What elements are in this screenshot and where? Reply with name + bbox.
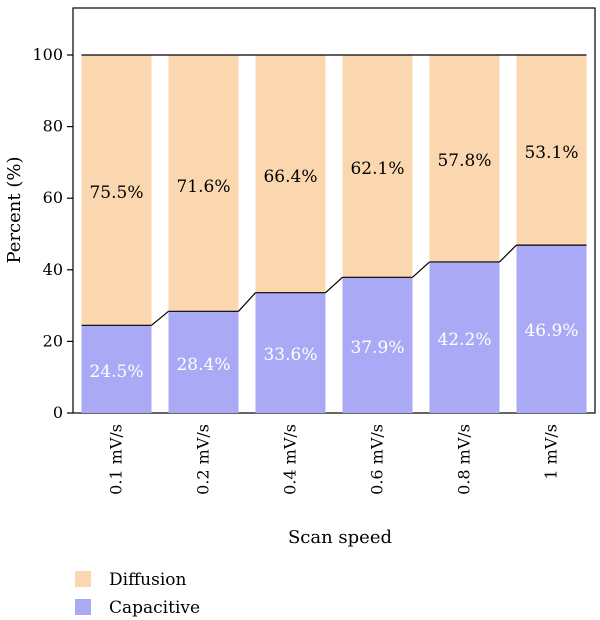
y-tick-label: 0 [53,403,63,422]
x-tick-label: 0.1 mV/s [107,424,126,495]
x-axis-title: Scan speed [288,527,392,548]
data-label-capacitive: 33.6% [263,345,317,365]
data-label-capacitive: 24.5% [89,362,143,382]
y-tick-label: 40 [43,260,63,279]
data-label-diffusion: 66.4% [263,167,317,187]
y-axis: 0 20 40 60 80 100 [32,45,73,422]
legend-label-capacitive: Capacitive [109,598,200,618]
bar-capacitive [342,277,413,413]
x-tick-label: 1 mV/s [542,424,561,480]
data-label-diffusion: 71.6% [176,177,230,197]
x-tick-label: 0.6 mV/s [368,424,387,495]
connector-capacitive [499,244,517,263]
bar-diffusion [255,55,326,293]
bar-diffusion [516,55,587,246]
y-tick-label: 80 [43,117,63,136]
x-axis: 0.1 mV/s 0.2 mV/s 0.4 mV/s 0.6 mV/s 0.8 mV/s… [107,424,561,495]
bar-diffusion [81,55,152,326]
data-label-diffusion: 53.1% [524,143,578,163]
legend: Diffusion Capacitive [75,570,200,618]
data-labels: 75.5% 24.5% 71.6% 28.4% 66.4% 33.6% 62.1% 37.9%… [89,143,578,382]
bar-capacitive [255,292,326,413]
connector-capacitive [412,261,430,278]
data-label-capacitive: 42.2% [437,330,491,350]
legend-label-diffusion: Diffusion [109,570,186,590]
connector-capacitive [325,276,343,294]
legend-swatch-diffusion [75,571,91,587]
plot-frame [72,7,596,414]
legend-swatch-capacitive [75,599,91,615]
connector-lines [81,54,587,326]
x-tick-label: 0.2 mV/s [194,424,213,495]
x-tick-label: 0.8 mV/s [455,424,474,495]
y-axis-title: Percent (%) [4,157,25,264]
y-tick-label: 60 [43,188,63,207]
connector-capacitive [238,292,256,312]
y-tick-label: 100 [32,45,63,64]
bar-capacitive [168,311,239,413]
connector-capacitive [151,310,169,326]
x-tick-label: 0.4 mV/s [281,424,300,495]
bar-capacitive [516,245,587,413]
bar-diffusion [429,55,500,262]
data-label-diffusion: 62.1% [350,159,404,179]
data-label-diffusion: 57.8% [437,151,491,171]
bars [81,55,587,413]
data-label-capacitive: 37.9% [350,338,404,358]
data-label-capacitive: 28.4% [176,355,230,375]
bar-diffusion [342,55,413,278]
data-label-diffusion: 75.5% [89,183,143,203]
bar-diffusion [168,55,239,312]
bar-capacitive [81,325,152,413]
y-tick-label: 20 [43,331,63,350]
data-label-capacitive: 46.9% [524,321,578,341]
bar-capacitive [429,261,500,413]
